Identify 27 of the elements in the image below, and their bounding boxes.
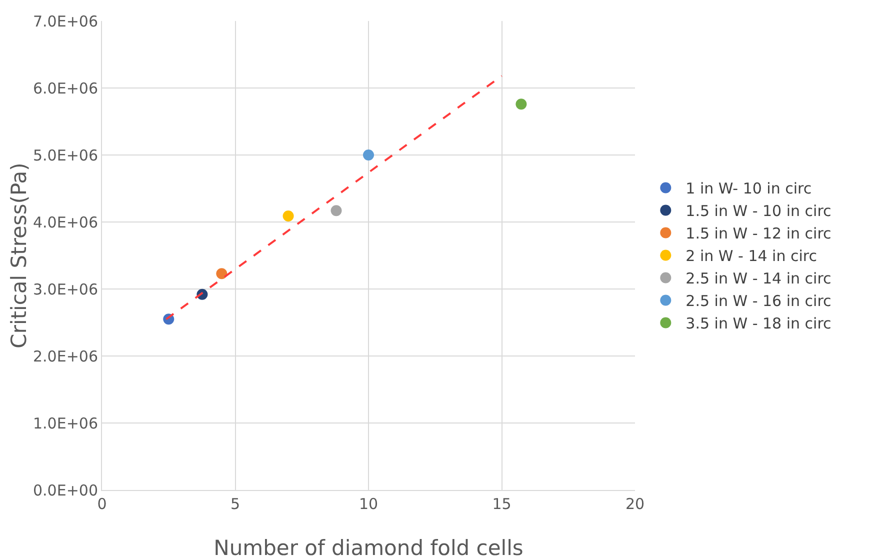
legend-label: 2 in W - 14 in circ — [686, 247, 818, 266]
point — [216, 268, 228, 280]
x-tick-label: 0 — [97, 495, 107, 513]
x-axis-title: Number of diamond fold cells — [214, 536, 524, 560]
point — [330, 205, 342, 216]
y-axis-title: Critical Stress(Pa) — [7, 162, 31, 348]
legend-label: 2.5 in W - 16 in circ — [686, 292, 832, 310]
point — [516, 98, 527, 110]
legend-label: 1 in W- 10 in circ — [686, 180, 812, 198]
y-tick-label: 4.0E+06 — [33, 213, 98, 232]
x-tick-label: 20 — [625, 495, 645, 513]
legend-label: 2.5 in W - 14 in circ — [686, 270, 832, 288]
point — [363, 150, 374, 160]
y-tick-label: 3.0E+06 — [33, 280, 98, 298]
point — [282, 210, 294, 222]
y-tick-label: 1.0E+06 — [33, 414, 98, 432]
legend-label: 3.5 in W - 18 in circ — [686, 314, 832, 333]
x-tick-label: 15 — [492, 495, 512, 513]
y-tick-label: 2.0E+06 — [33, 347, 98, 366]
y-tick-label: 6.0E+06 — [33, 79, 98, 98]
y-tick-label: 5.0E+06 — [33, 146, 98, 164]
legend-label: 1.5 in W - 10 in circ — [686, 202, 832, 220]
legend-label: 1.5 in W - 12 in circ — [686, 224, 832, 243]
x-tick-label: 5 — [230, 495, 240, 513]
x-tick-label: 10 — [358, 495, 378, 513]
y-tick-label: 0.0E+00 — [33, 481, 98, 500]
y-tick-label: 7.0E+06 — [33, 12, 98, 30]
